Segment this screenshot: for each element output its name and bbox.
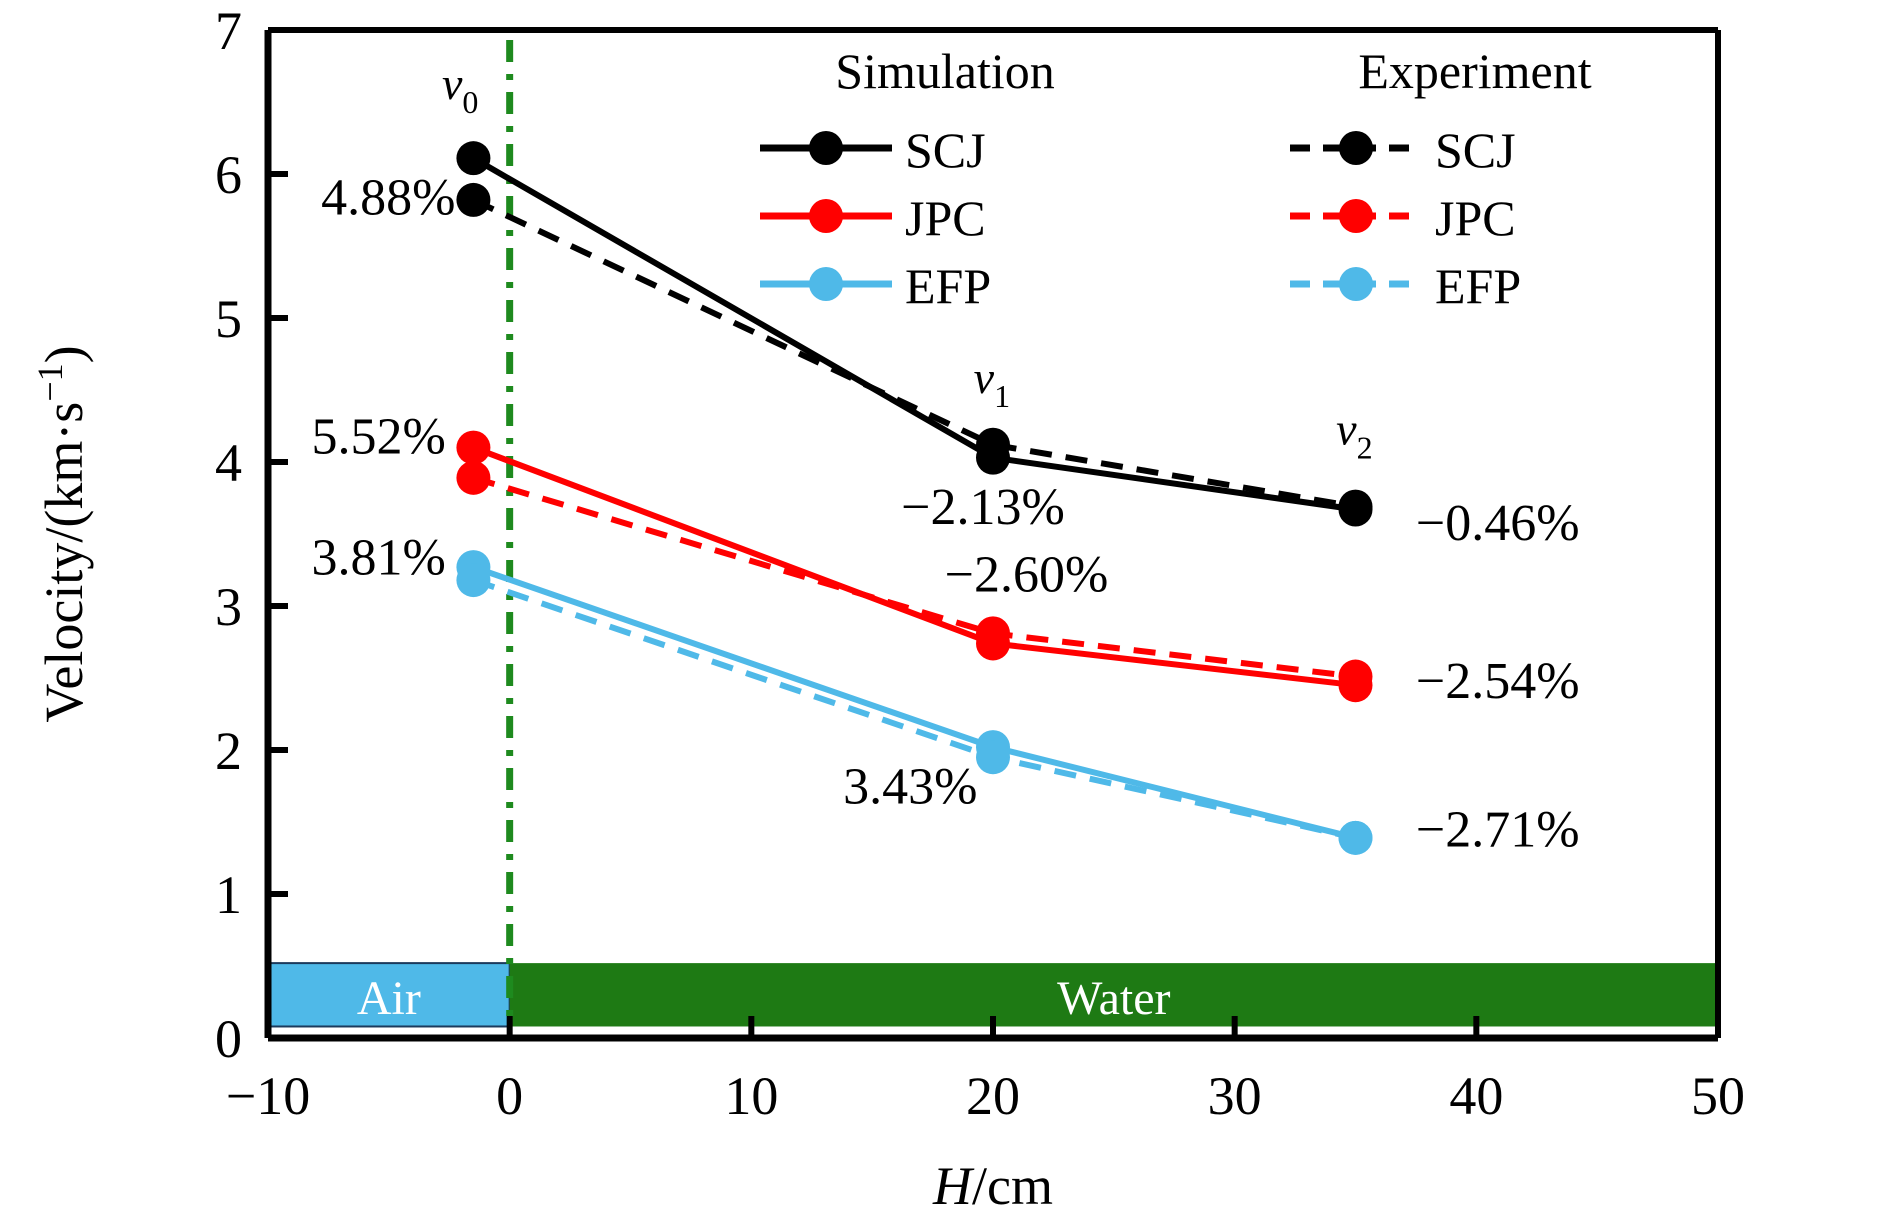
y-tick-label-0: 0 [215, 1009, 242, 1069]
x-tick-label-20: 20 [966, 1066, 1020, 1126]
legend-column-experiment: Experiment SCJ JPC EFP [1290, 43, 1592, 314]
x-axis-title: H/cm [932, 1156, 1053, 1207]
annotation-0: 4.88% [321, 169, 455, 226]
annotation-6: −0.46% [1416, 495, 1580, 552]
annotation-1: 5.52% [312, 408, 446, 465]
y-axis-title-exponent: −1 [30, 363, 70, 401]
legend-header-simulation: Simulation [835, 43, 1054, 99]
point-label-v1: v1 [974, 352, 1010, 414]
data-point-simulation-scj-0[interactable] [456, 141, 491, 176]
data-point-experiment-efp-0[interactable] [456, 563, 491, 598]
point-label-subscript-v1: 1 [994, 378, 1010, 414]
x-tick-label-10: 10 [724, 1066, 778, 1126]
point-label-symbol-v1: v [974, 352, 995, 403]
y-tick-label-2: 2 [215, 721, 242, 781]
annotation-8: −2.71% [1416, 801, 1580, 858]
point-label-symbol-v2: v [1336, 404, 1357, 455]
legend-marker-simulation-efp [809, 267, 843, 301]
annotation-3: −2.13% [901, 479, 1065, 536]
y-axis-title: Velocity/(km·s−1) [30, 345, 94, 722]
data-point-experiment-jpc-0[interactable] [456, 460, 491, 495]
legend-marker-experiment-efp [1339, 267, 1373, 301]
y-axis-title-text: Velocity/(km·s−1) [30, 345, 94, 722]
band-water [509, 963, 1719, 1027]
y-axis-title-main: Velocity/(km·s [34, 402, 94, 723]
annotation-5: 3.43% [843, 758, 977, 815]
data-point-simulation-jpc-0[interactable] [456, 430, 491, 465]
band-label-air: Air [357, 972, 421, 1025]
legend-entry-experiment-efp[interactable]: EFP [1290, 258, 1521, 314]
legend-marker-experiment-scj [1339, 131, 1373, 165]
x-tick-label--10: −10 [226, 1066, 310, 1126]
point-label-v2: v2 [1336, 404, 1372, 466]
x-axis-title-unit: /cm [972, 1156, 1053, 1207]
data-point-experiment-jpc-1[interactable] [976, 616, 1010, 651]
legend-label-experiment-jpc: JPC [1435, 190, 1516, 246]
data-point-experiment-scj-1[interactable] [976, 427, 1010, 462]
band-label-water: Water [1057, 972, 1170, 1025]
legend-marker-simulation-scj [809, 131, 843, 165]
legend-entry-simulation-scj[interactable]: SCJ [760, 122, 986, 178]
legend-label-simulation-efp: EFP [905, 258, 991, 314]
data-point-experiment-efp-1[interactable] [976, 740, 1010, 775]
legend-entry-experiment-scj[interactable]: SCJ [1290, 122, 1516, 178]
annotation-7: −2.54% [1416, 653, 1580, 710]
series-line-experiment-scj [472, 197, 1357, 510]
y-tick-label-4: 4 [215, 433, 242, 493]
legend-entry-simulation-jpc[interactable]: JPC [760, 190, 986, 246]
legend-marker-experiment-jpc [1339, 199, 1373, 233]
annotation-4: −2.60% [945, 547, 1109, 604]
legend-label-experiment-scj: SCJ [1435, 122, 1516, 178]
x-tick-label-50: 50 [1691, 1066, 1745, 1126]
y-tick-label-1: 1 [215, 865, 242, 925]
series-experiment-scj [456, 182, 1373, 524]
legend-label-simulation-jpc: JPC [905, 190, 986, 246]
data-point-experiment-scj-2[interactable] [1338, 489, 1373, 524]
point-label-v0: v0 [442, 58, 478, 120]
x-axis-title-symbol: H [932, 1156, 975, 1207]
point-label-symbol-v0: v [442, 58, 463, 109]
x-tick-label-40: 40 [1449, 1066, 1503, 1126]
data-point-experiment-scj-0[interactable] [456, 182, 491, 217]
legend-marker-simulation-jpc [809, 199, 843, 233]
x-tick-label-30: 30 [1208, 1066, 1262, 1126]
series-experiment-jpc [456, 460, 1373, 694]
legend-entry-experiment-jpc[interactable]: JPC [1290, 190, 1516, 246]
data-point-experiment-efp-2[interactable] [1338, 820, 1373, 855]
annotation-2: 3.81% [312, 529, 446, 586]
band-air [267, 962, 511, 1028]
point-label-subscript-v0: 0 [462, 84, 478, 120]
y-axis-title-close: ) [34, 345, 94, 363]
x-tick-label-0: 0 [496, 1066, 523, 1126]
y-tick-label-6: 6 [215, 145, 242, 205]
legend-column-simulation: Simulation SCJ JPC EFP [760, 43, 1055, 314]
legend-label-experiment-efp: EFP [1435, 258, 1521, 314]
y-tick-label-5: 5 [215, 289, 242, 349]
series-experiment-efp [456, 563, 1373, 855]
data-point-experiment-jpc-2[interactable] [1338, 659, 1373, 694]
legend-label-simulation-scj: SCJ [905, 122, 986, 178]
y-tick-label-3: 3 [215, 577, 242, 637]
legend-entry-simulation-efp[interactable]: EFP [760, 258, 991, 314]
y-tick-label-7: 7 [215, 1, 242, 61]
point-label-subscript-v2: 2 [1357, 430, 1373, 466]
legend-header-experiment: Experiment [1358, 43, 1591, 99]
